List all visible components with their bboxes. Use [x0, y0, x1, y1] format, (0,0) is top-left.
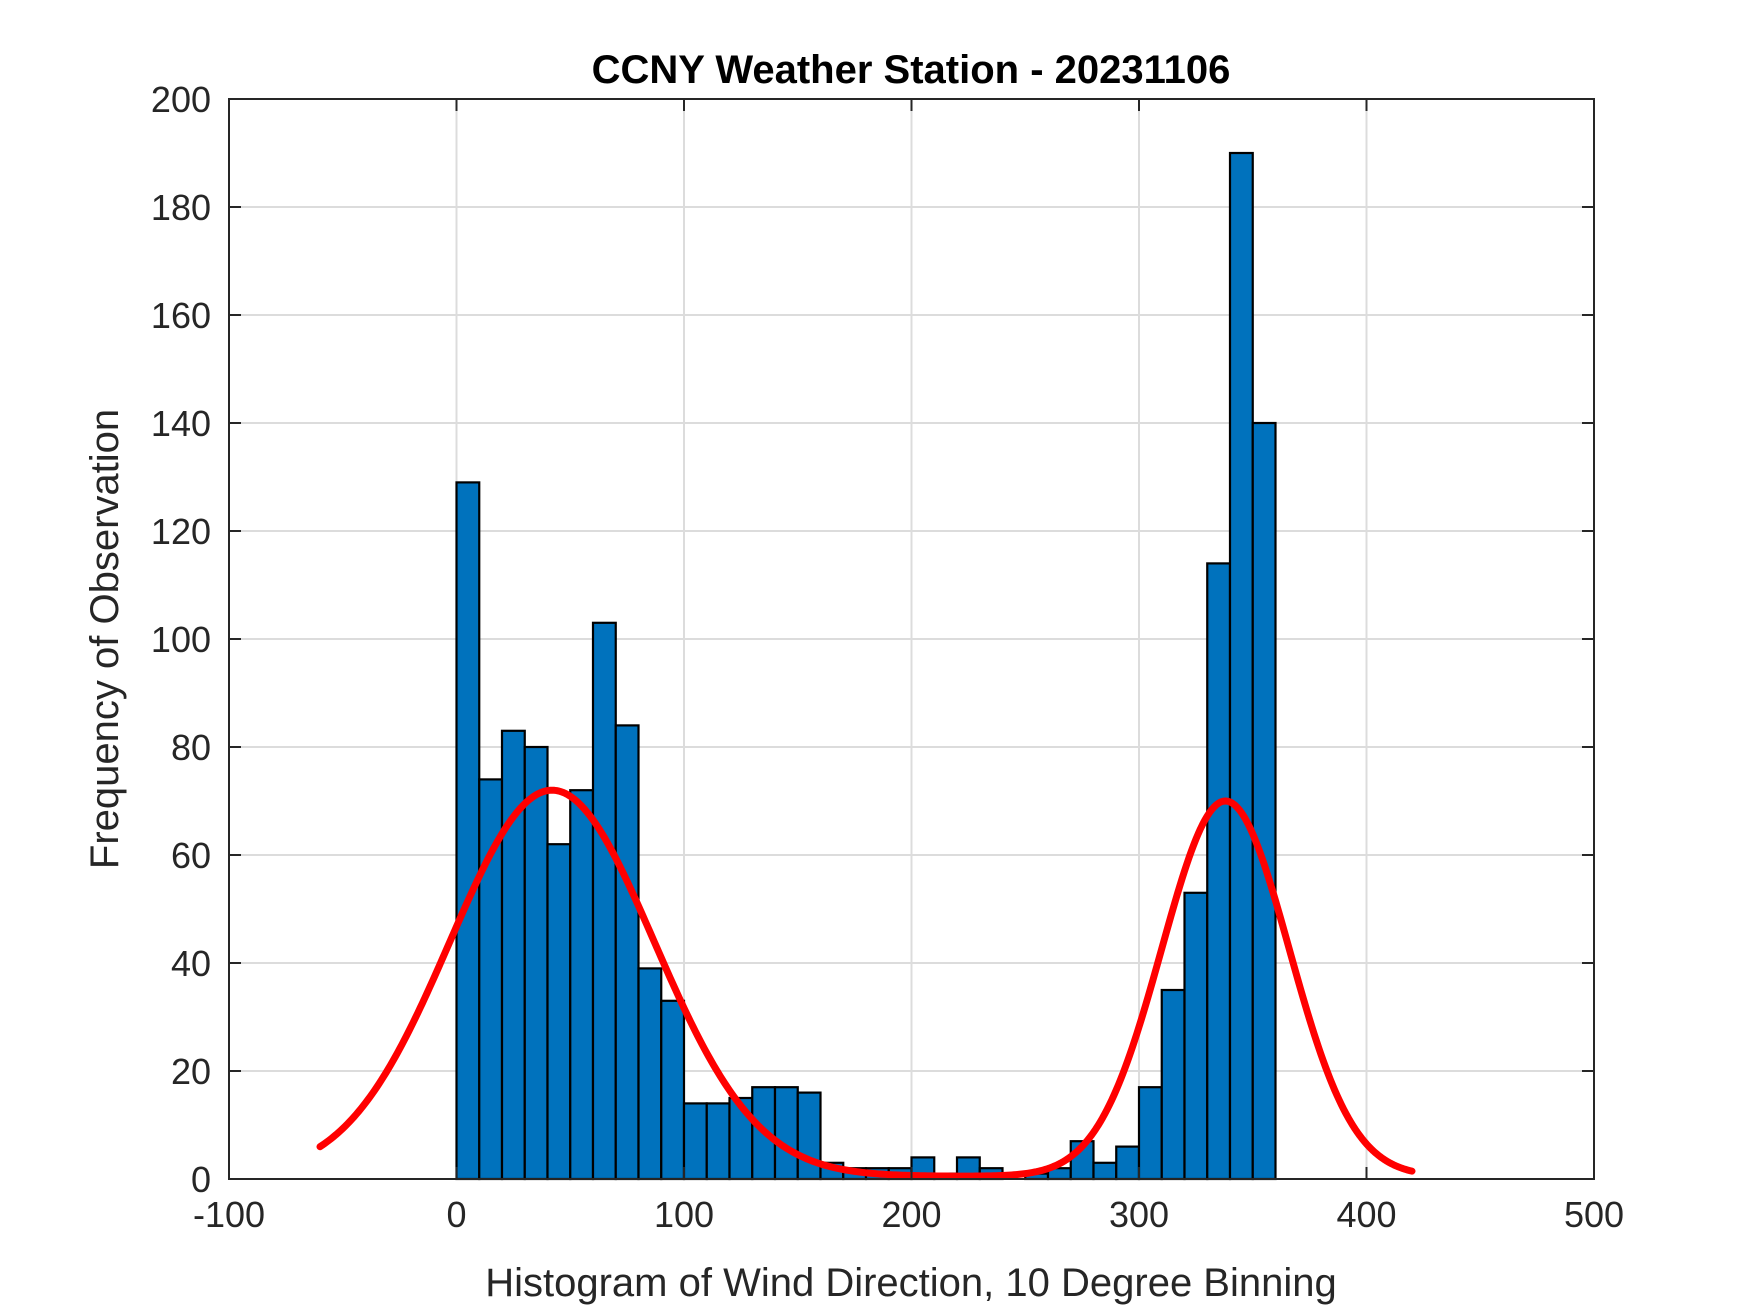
y-tick-label: 60: [171, 835, 211, 876]
histogram-bar: [569, 789, 595, 1181]
y-tick-label: 200: [151, 79, 211, 120]
x-tick-label: 100: [654, 1194, 714, 1235]
histogram-bar: [682, 1102, 708, 1181]
histogram-bar: [546, 843, 572, 1181]
histogram-bar: [1206, 562, 1232, 1181]
chart-title: CCNY Weather Station - 20231106: [592, 48, 1231, 92]
histogram-bar: [1092, 1161, 1118, 1181]
histogram-bar: [1115, 1145, 1141, 1181]
axis-ticks: [228, 98, 1595, 1180]
y-tick-label: 140: [151, 403, 211, 444]
y-tick-label: 80: [171, 727, 211, 768]
y-tick-label: 40: [171, 943, 211, 984]
x-tick-label: 500: [1564, 1194, 1624, 1235]
histogram-bar: [455, 481, 481, 1181]
histogram-bar: [614, 724, 640, 1181]
histogram-bar: [523, 745, 549, 1181]
histogram-bar: [500, 729, 526, 1181]
histogram-bar: [1137, 1086, 1163, 1181]
x-tick-label: -100: [193, 1194, 265, 1235]
histogram-bar: [660, 999, 686, 1181]
x-tick-label: 300: [1109, 1194, 1169, 1235]
y-axis-label: Frequency of Observation: [83, 409, 127, 869]
y-tick-label: 160: [151, 295, 211, 336]
histogram-bar: [705, 1102, 731, 1181]
histogram-bar: [1183, 891, 1209, 1181]
y-tick-label: 0: [191, 1159, 211, 1200]
y-tick-label: 100: [151, 619, 211, 660]
histogram-bar: [1228, 151, 1254, 1181]
histogram-bar: [773, 1086, 799, 1181]
y-tick-label: 120: [151, 511, 211, 552]
histogram-bar: [1160, 988, 1186, 1181]
y-tick-labels: 0 20 40 60 80 100 120 140 160 180 200: [151, 79, 211, 1200]
x-tick-label: 200: [881, 1194, 941, 1235]
x-tick-labels: -100 0 100 200 300 400 500: [193, 1194, 1624, 1235]
histogram-bar: [637, 967, 663, 1181]
histogram-bar: [591, 621, 617, 1181]
y-tick-label: 20: [171, 1051, 211, 1092]
y-tick-label: 180: [151, 187, 211, 228]
x-axis-label: Histogram of Wind Direction, 10 Degree B…: [485, 1261, 1337, 1305]
fit-curve: [316, 786, 1416, 1180]
histogram-bar: [1251, 421, 1277, 1181]
x-tick-label: 400: [1336, 1194, 1396, 1235]
x-tick-label: 0: [446, 1194, 466, 1235]
